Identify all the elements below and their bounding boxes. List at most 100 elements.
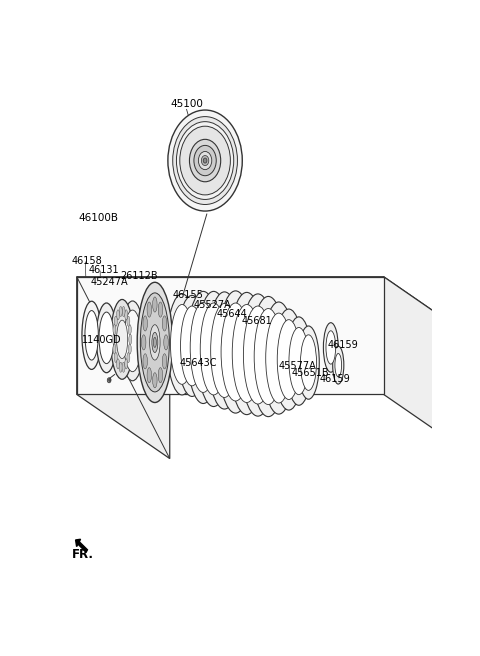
Ellipse shape (164, 335, 168, 350)
Ellipse shape (298, 326, 319, 400)
Ellipse shape (147, 367, 152, 383)
Ellipse shape (289, 327, 309, 395)
Polygon shape (77, 277, 477, 341)
Ellipse shape (140, 293, 169, 392)
Ellipse shape (125, 359, 128, 369)
Ellipse shape (167, 294, 197, 395)
Ellipse shape (119, 306, 122, 317)
Ellipse shape (326, 331, 336, 364)
Text: 45527A: 45527A (194, 300, 232, 310)
Ellipse shape (277, 319, 300, 400)
Ellipse shape (158, 302, 163, 317)
Ellipse shape (117, 320, 128, 359)
Ellipse shape (221, 303, 250, 401)
Ellipse shape (127, 352, 130, 363)
Ellipse shape (168, 110, 242, 211)
Ellipse shape (128, 344, 132, 354)
Ellipse shape (143, 316, 147, 331)
Text: 45681: 45681 (241, 316, 272, 326)
Ellipse shape (153, 297, 157, 312)
Text: 45247A: 45247A (91, 277, 129, 287)
Ellipse shape (107, 378, 111, 383)
Ellipse shape (96, 303, 117, 373)
Ellipse shape (143, 354, 147, 369)
Ellipse shape (127, 316, 130, 326)
Ellipse shape (113, 325, 116, 335)
Ellipse shape (154, 337, 156, 348)
Text: 26112B: 26112B (120, 271, 158, 281)
Ellipse shape (229, 293, 264, 415)
Ellipse shape (125, 310, 128, 320)
Ellipse shape (117, 310, 120, 320)
Ellipse shape (114, 352, 117, 363)
Ellipse shape (232, 304, 261, 403)
Text: 46155: 46155 (172, 290, 203, 300)
Ellipse shape (177, 295, 207, 396)
Ellipse shape (170, 304, 193, 384)
Ellipse shape (240, 294, 276, 416)
Text: 45100: 45100 (170, 99, 203, 109)
Ellipse shape (190, 302, 216, 392)
Ellipse shape (117, 359, 120, 369)
Ellipse shape (82, 301, 101, 369)
Text: 46159: 46159 (319, 374, 350, 384)
Ellipse shape (218, 291, 253, 413)
Ellipse shape (286, 317, 312, 405)
Ellipse shape (211, 304, 238, 398)
Ellipse shape (121, 301, 144, 380)
Ellipse shape (152, 333, 158, 352)
Text: 46159: 46159 (327, 340, 358, 350)
Ellipse shape (180, 306, 204, 386)
Ellipse shape (114, 316, 117, 326)
Text: 46158: 46158 (71, 256, 102, 266)
Ellipse shape (198, 152, 212, 170)
Ellipse shape (122, 362, 125, 372)
Text: 45644: 45644 (216, 308, 247, 319)
Ellipse shape (197, 291, 230, 407)
Ellipse shape (113, 344, 116, 354)
Ellipse shape (110, 299, 133, 379)
Ellipse shape (335, 354, 342, 377)
Ellipse shape (207, 292, 241, 409)
Polygon shape (77, 277, 384, 394)
Ellipse shape (85, 310, 98, 360)
Ellipse shape (153, 373, 157, 388)
Ellipse shape (162, 316, 167, 331)
Text: FR.: FR. (72, 548, 94, 561)
Text: 1140GD: 1140GD (83, 335, 122, 345)
Ellipse shape (187, 291, 219, 403)
Ellipse shape (202, 155, 209, 165)
Ellipse shape (162, 354, 167, 369)
Ellipse shape (200, 303, 227, 395)
Ellipse shape (99, 312, 114, 363)
Ellipse shape (190, 139, 221, 182)
Ellipse shape (124, 310, 142, 372)
Text: 45643C: 45643C (180, 358, 217, 367)
Ellipse shape (122, 306, 125, 317)
Ellipse shape (251, 297, 286, 417)
Ellipse shape (119, 362, 122, 372)
Ellipse shape (142, 335, 146, 350)
Polygon shape (384, 277, 477, 459)
Ellipse shape (128, 325, 132, 335)
Ellipse shape (177, 121, 234, 199)
Ellipse shape (129, 335, 132, 344)
Ellipse shape (266, 313, 292, 403)
Ellipse shape (137, 282, 172, 403)
Text: 46100B: 46100B (79, 213, 119, 222)
Ellipse shape (112, 335, 115, 344)
Ellipse shape (150, 325, 160, 360)
Ellipse shape (194, 146, 216, 176)
Ellipse shape (109, 379, 111, 381)
Text: 45651B: 45651B (292, 368, 329, 379)
Ellipse shape (147, 302, 152, 317)
Ellipse shape (333, 346, 344, 384)
Ellipse shape (254, 308, 282, 405)
Ellipse shape (324, 323, 338, 372)
Ellipse shape (158, 367, 163, 383)
Ellipse shape (263, 302, 295, 414)
FancyArrow shape (75, 539, 87, 552)
Ellipse shape (173, 117, 238, 205)
Ellipse shape (203, 158, 207, 163)
Text: 46131: 46131 (89, 264, 120, 275)
